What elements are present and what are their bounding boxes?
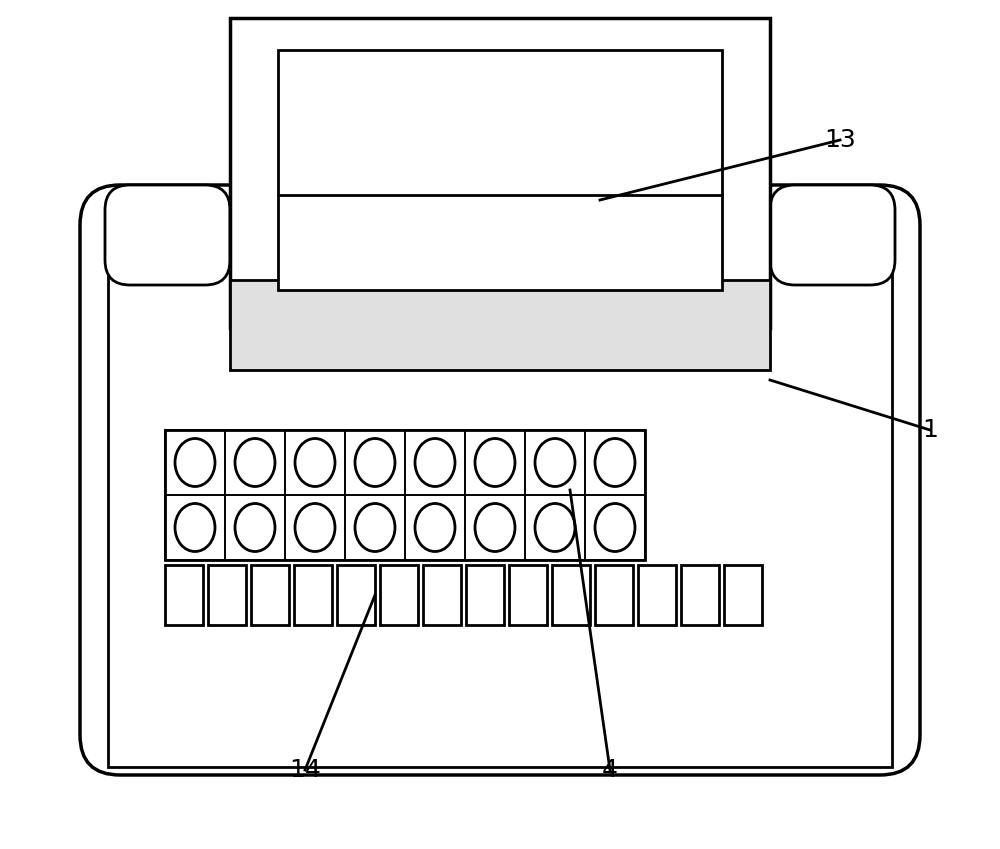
Bar — [285, 430, 345, 495]
Ellipse shape — [595, 438, 635, 486]
Bar — [681, 565, 719, 625]
FancyBboxPatch shape — [770, 185, 895, 285]
Ellipse shape — [475, 503, 515, 552]
Bar — [724, 565, 762, 625]
Bar — [525, 495, 585, 560]
Bar — [552, 565, 590, 625]
Ellipse shape — [235, 503, 275, 552]
Bar — [165, 430, 225, 495]
Bar — [465, 495, 525, 560]
Bar — [165, 430, 645, 560]
Text: 1: 1 — [922, 418, 938, 442]
Ellipse shape — [475, 438, 515, 486]
Text: 14: 14 — [289, 758, 321, 782]
Bar — [251, 565, 289, 625]
Bar — [285, 495, 345, 560]
Bar — [585, 430, 645, 495]
Bar — [165, 495, 225, 560]
Bar — [225, 430, 285, 495]
Ellipse shape — [535, 438, 575, 486]
Bar — [466, 565, 504, 625]
Ellipse shape — [415, 438, 455, 486]
Bar — [585, 495, 645, 560]
Bar — [509, 565, 547, 625]
Ellipse shape — [355, 503, 395, 552]
Bar — [405, 430, 465, 495]
Bar — [638, 565, 676, 625]
Ellipse shape — [415, 503, 455, 552]
Bar — [278, 50, 722, 290]
Bar — [405, 495, 465, 560]
Text: 4: 4 — [602, 758, 618, 782]
Ellipse shape — [535, 503, 575, 552]
Ellipse shape — [175, 503, 215, 552]
Text: 13: 13 — [824, 128, 856, 152]
Ellipse shape — [355, 438, 395, 486]
Bar — [208, 565, 246, 625]
Bar — [165, 565, 203, 625]
Ellipse shape — [235, 438, 275, 486]
Bar — [337, 565, 375, 625]
Bar — [525, 430, 585, 495]
Ellipse shape — [175, 438, 215, 486]
Bar — [108, 213, 892, 767]
Bar — [423, 565, 461, 625]
Ellipse shape — [295, 438, 335, 486]
Bar — [230, 18, 770, 328]
Bar — [230, 280, 770, 370]
FancyBboxPatch shape — [105, 185, 230, 285]
Ellipse shape — [295, 503, 335, 552]
Bar — [595, 565, 633, 625]
Ellipse shape — [595, 503, 635, 552]
Bar — [225, 495, 285, 560]
Bar — [294, 565, 332, 625]
Bar — [380, 565, 418, 625]
Bar — [345, 430, 405, 495]
FancyBboxPatch shape — [80, 185, 920, 775]
Bar — [345, 495, 405, 560]
Bar — [465, 430, 525, 495]
